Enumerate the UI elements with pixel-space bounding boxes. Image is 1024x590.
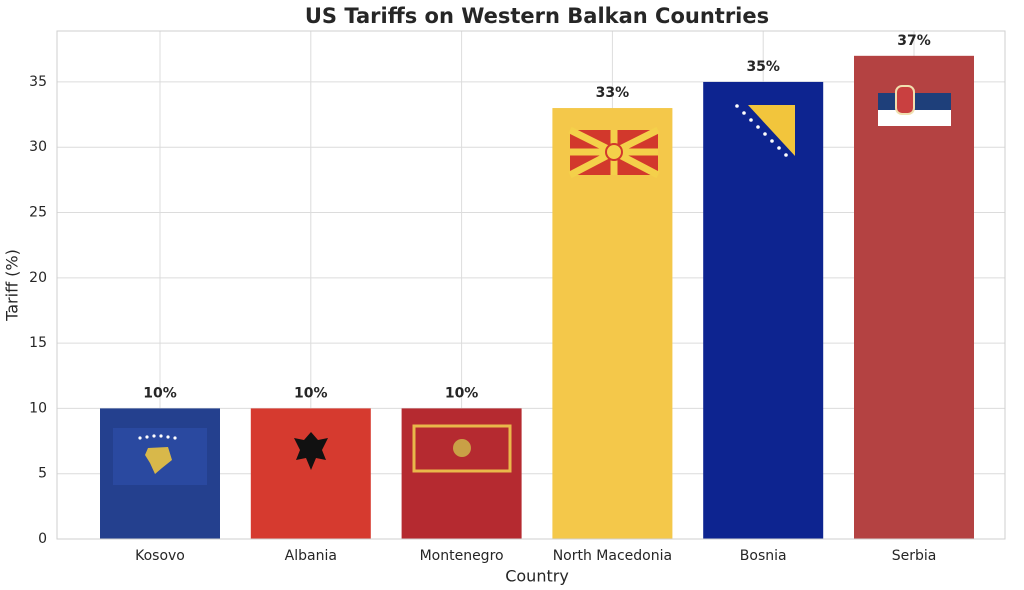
value-label: 10% bbox=[445, 385, 479, 401]
value-label: 10% bbox=[294, 385, 328, 401]
chart-title: US Tariffs on Western Balkan Countries bbox=[305, 4, 769, 28]
flag-triangle bbox=[748, 105, 795, 156]
x-tick-label: North Macedonia bbox=[553, 548, 672, 564]
flag-sun bbox=[605, 143, 623, 161]
plot-frame bbox=[56, 30, 1006, 540]
value-label: 10% bbox=[143, 385, 177, 401]
y-tick-label: 5 bbox=[38, 466, 47, 482]
x-tick-label: Serbia bbox=[892, 548, 937, 564]
flags bbox=[113, 85, 951, 485]
x-tick-label: Montenegro bbox=[420, 548, 504, 564]
bars bbox=[100, 55, 974, 540]
flag-north-macedonia bbox=[568, 126, 660, 179]
x-axis-label: Country bbox=[505, 567, 569, 586]
flag-emblem bbox=[895, 85, 915, 115]
x-tick-label: Kosovo bbox=[135, 548, 185, 564]
y-tick-label: 25 bbox=[29, 205, 47, 221]
y-tick-label: 0 bbox=[38, 531, 47, 547]
bar bbox=[854, 55, 974, 539]
flag-stars bbox=[138, 434, 177, 440]
y-tick-label: 35 bbox=[29, 74, 47, 90]
bar bbox=[703, 81, 824, 539]
flag-map bbox=[145, 447, 172, 474]
flag-emblem bbox=[453, 439, 471, 457]
value-label: 35% bbox=[746, 59, 780, 75]
y-axis-label: Tariff (%) bbox=[3, 249, 22, 322]
y-tick-label: 30 bbox=[29, 139, 47, 155]
flag-albania bbox=[294, 432, 328, 470]
y-tick-label: 15 bbox=[29, 335, 47, 351]
x-tick-label: Albania bbox=[285, 548, 337, 564]
flag-stripe bbox=[878, 110, 951, 126]
flag-kosovo bbox=[113, 428, 207, 485]
flag-serbia bbox=[878, 85, 951, 126]
bar bbox=[401, 408, 522, 539]
bar bbox=[552, 108, 673, 540]
flag-stars bbox=[735, 104, 788, 157]
flag-eagle bbox=[294, 432, 328, 470]
value-label: 33% bbox=[596, 85, 630, 101]
flag-montenegro bbox=[412, 424, 512, 473]
bar bbox=[250, 408, 371, 539]
x-tick-label: Bosnia bbox=[740, 548, 787, 564]
flag-bosnia bbox=[735, 104, 795, 157]
value-label: 37% bbox=[897, 33, 931, 49]
y-tick-label: 20 bbox=[29, 270, 47, 286]
y-tick-label: 10 bbox=[29, 400, 47, 416]
flag-border bbox=[412, 424, 512, 473]
